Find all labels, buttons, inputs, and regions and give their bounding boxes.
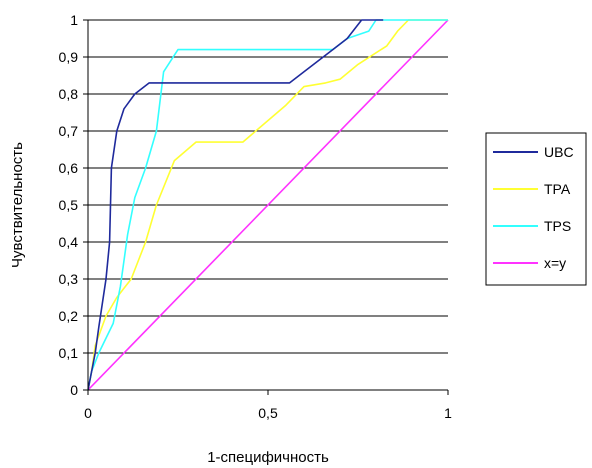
series-line-tps	[87, 19, 448, 391]
y-tick-label: 0,2	[59, 308, 79, 324]
series-lines	[87, 19, 449, 391]
legend-label: TPS	[544, 218, 571, 234]
legend-label: TPA	[544, 181, 571, 197]
x-tick-label: 1	[444, 405, 452, 421]
y-tick-label: 0,4	[59, 234, 79, 250]
x-axis-title: 1-специфичность	[207, 449, 329, 466]
x-tick-label: 0	[84, 405, 92, 421]
y-tick-label: 0	[70, 382, 78, 398]
y-tick-label: 0,8	[59, 86, 79, 102]
y-axis-title: Чувствительность	[9, 142, 26, 268]
x-tick-labels: 0 0,5 1	[84, 405, 452, 421]
y-tick-label: 0,7	[59, 123, 79, 139]
legend: UBC TPA TPS x=y	[485, 132, 587, 286]
legend-label: UBC	[544, 144, 574, 160]
y-tick-labels: 0 0,1 0,2 0,3 0,4 0,5 0,6 0,7 0,8 0,9 1	[59, 12, 79, 398]
series-line-tpa	[87, 19, 448, 391]
series-line-ubc	[87, 19, 384, 391]
legend-label: x=y	[544, 255, 566, 271]
y-tick-label: 0,9	[59, 49, 79, 65]
y-tick-label: 0,6	[59, 160, 79, 176]
y-tick-label: 0,3	[59, 271, 79, 287]
y-tick-label: 0,1	[59, 345, 79, 361]
x-tick-label: 0,5	[258, 405, 278, 421]
y-tick-label: 0,5	[59, 197, 79, 213]
legend-box	[485, 132, 587, 286]
series-line-x-y	[87, 19, 449, 391]
gridlines	[83, 19, 449, 395]
axes	[87, 20, 448, 391]
y-tick-label: 1	[70, 12, 78, 28]
